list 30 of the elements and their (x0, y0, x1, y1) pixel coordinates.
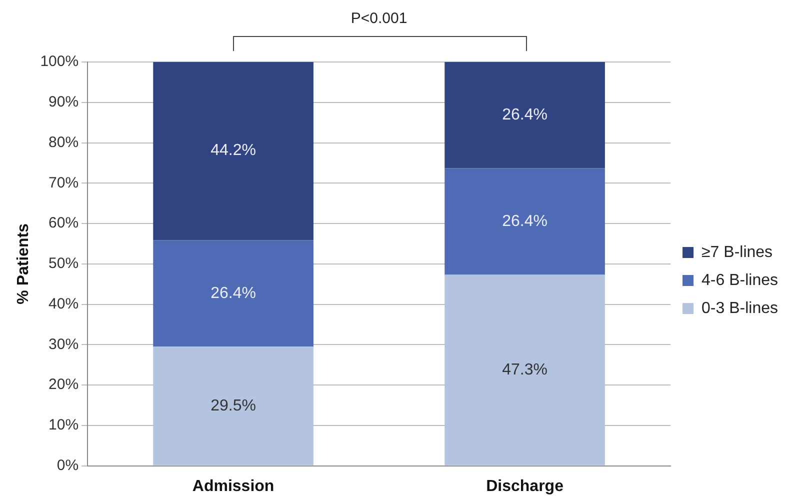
y-tick-label: 100% (40, 53, 79, 70)
legend-label: ≥7 B-lines (702, 244, 773, 261)
y-tick-label: 40% (48, 295, 79, 312)
data-label: 44.2% (210, 142, 256, 160)
y-tick-label: 30% (48, 336, 79, 353)
legend-label: 4-6 B-lines (702, 272, 778, 289)
data-label: 26.4% (502, 212, 548, 230)
bar (153, 240, 314, 347)
text: P<0.001 (350, 10, 408, 27)
y-tick-label: 10% (48, 416, 79, 434)
x-tick-label: Admission (192, 478, 274, 495)
y-tick-label: 0% (56, 456, 79, 474)
y-tick-label: 80% (48, 134, 79, 151)
y-axis-title: % Patients (15, 223, 32, 304)
bar (444, 62, 605, 168)
bar (153, 62, 314, 240)
y-tick-label: 50% (48, 255, 79, 272)
legend-label: 0-3 B-lines (702, 300, 778, 317)
data-label: 29.5% (210, 397, 256, 414)
data-label: 47.3% (502, 361, 548, 378)
x-tick-label: Discharge (486, 478, 564, 495)
data-label: 26.4% (210, 284, 256, 302)
bar (444, 274, 605, 466)
bar (444, 168, 605, 275)
y-tick-label: 70% (48, 174, 79, 192)
y-tick-label: 90% (48, 94, 79, 111)
y-tick-label: 60% (48, 214, 79, 232)
bar (153, 346, 314, 466)
data-label: 26.4% (502, 106, 548, 124)
y-tick-label: 20% (48, 376, 79, 394)
